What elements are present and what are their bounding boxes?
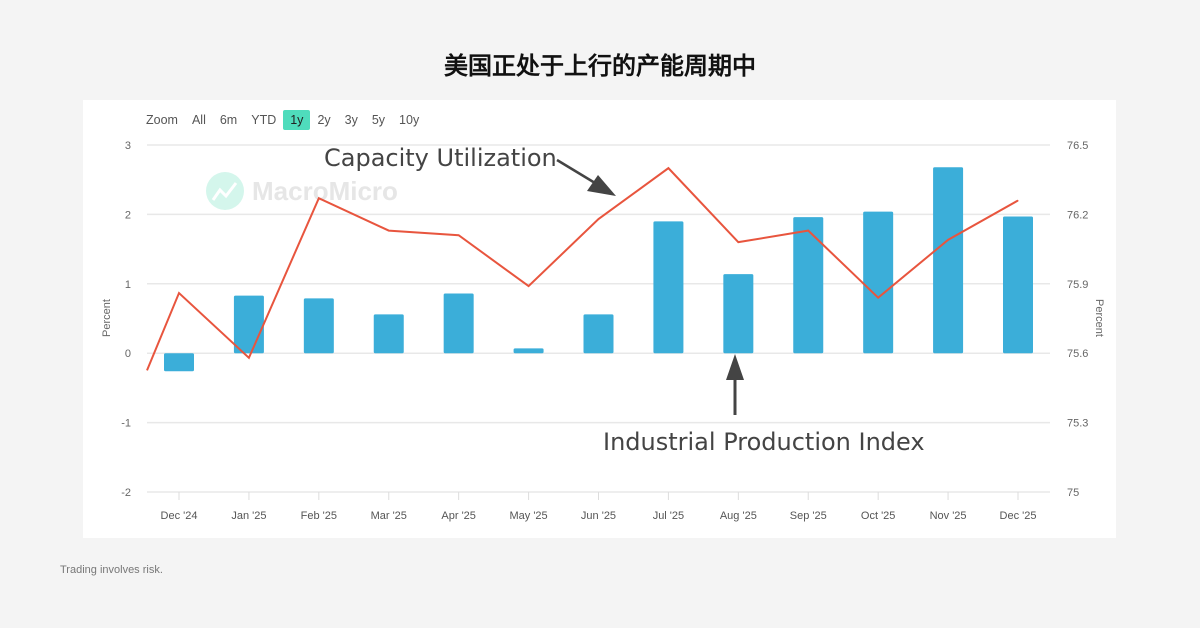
x-tick-label: Dec '25: [1000, 510, 1037, 522]
x-tick-label: Oct '25: [861, 510, 896, 522]
zoom-3y-button[interactable]: 3y: [344, 113, 358, 127]
x-tick-label: Sep '25: [790, 510, 827, 522]
capacity-point: [178, 292, 180, 294]
left-tick-label: 3: [125, 140, 131, 152]
capacity-point: [667, 167, 669, 169]
right-tick-label: 75.6: [1067, 348, 1088, 360]
capacity-point: [877, 297, 879, 299]
capacity-point: [807, 230, 809, 232]
capacity-point: [318, 197, 320, 199]
capacity-point: [248, 357, 250, 359]
capacity-utilization-annotation: Capacity Utilization: [324, 144, 616, 196]
bar-aug25: [723, 274, 754, 354]
bar-jun25: [583, 314, 614, 354]
left-tick-label: -1: [121, 418, 131, 430]
x-tick-label: Apr '25: [441, 510, 476, 522]
x-tick-label: Mar '25: [371, 510, 407, 522]
right-tick-label: 75.3: [1067, 418, 1088, 430]
footer-disclaimer: Trading involves risk.: [60, 564, 163, 576]
right-axis-title: Percent: [1093, 299, 1105, 337]
bar-feb25: [303, 298, 334, 354]
zoom-6m-button[interactable]: 6m: [219, 113, 238, 127]
left-tick-label: 0: [125, 348, 131, 360]
capacity-utilization-line: [146, 166, 1019, 371]
right-tick-label: 75.9: [1067, 279, 1088, 291]
zoom-5y-button[interactable]: 5y: [371, 113, 386, 127]
capacity-arrow: [556, 158, 601, 188]
left-axis-title: Percent: [101, 299, 113, 337]
capacity-point: [947, 239, 949, 241]
zoom-2y-button[interactable]: 2y: [317, 113, 331, 127]
capacity-point: [1017, 200, 1019, 202]
x-tick-label: Jul '25: [653, 510, 684, 522]
bar-dec24: [164, 353, 194, 372]
right-tick-label: 76.2: [1067, 209, 1088, 221]
right-tick-label: 75: [1067, 487, 1079, 499]
bar-jul25: [653, 221, 684, 354]
right-tick-label: 76.5: [1067, 140, 1088, 152]
zoom-all-button[interactable]: All: [191, 113, 206, 127]
industrial-production-annotation: Industrial Production Index: [603, 354, 925, 456]
bar-dec25: [1003, 216, 1033, 354]
left-tick-label: 2: [125, 209, 131, 221]
bar-apr25: [443, 293, 474, 354]
bar-jan25: [233, 295, 264, 354]
industrial-production-label: Industrial Production Index: [603, 428, 925, 456]
bar-mar25: [373, 314, 404, 354]
zoom-10y-button[interactable]: 10y: [399, 113, 420, 127]
x-tick-label: Nov '25: [930, 510, 967, 522]
bar-may25: [513, 348, 544, 354]
zoom-label: Zoom: [146, 113, 178, 127]
x-tick-label: Jan '25: [231, 510, 266, 522]
left-tick-label: -2: [121, 487, 131, 499]
zoom-ytd-button[interactable]: YTD: [251, 113, 277, 127]
capacity-arrow-head: [587, 175, 616, 196]
capacity-point: [388, 230, 390, 232]
bar-oct25: [863, 211, 894, 354]
macromicro-watermark: MacroMicro: [206, 172, 398, 210]
capacity-point: [598, 218, 599, 220]
x-tick-label: Feb '25: [301, 510, 337, 522]
x-tick-label: Aug '25: [720, 510, 757, 522]
bar-nov25: [933, 167, 964, 354]
x-tick-label: Jun '25: [581, 510, 616, 522]
capacity-point: [737, 241, 739, 243]
capacity-point: [458, 234, 460, 236]
x-tick-label: May '25: [509, 510, 547, 522]
zoom-1y-button[interactable]: 1y: [283, 110, 311, 130]
bar-sep25: [793, 217, 824, 354]
left-tick-label: 1: [125, 279, 131, 291]
industrial-arrow-head: [726, 354, 744, 380]
zoom-bar: Zoom All 6m YTD 1y 2y 3y 5y 10y: [146, 110, 426, 130]
x-tick-label: Dec '24: [161, 510, 198, 522]
capacity-point: [528, 285, 530, 287]
page-title: 美国正处于上行的产能周期中: [444, 52, 756, 80]
capacity-utilization-label: Capacity Utilization: [324, 144, 557, 172]
